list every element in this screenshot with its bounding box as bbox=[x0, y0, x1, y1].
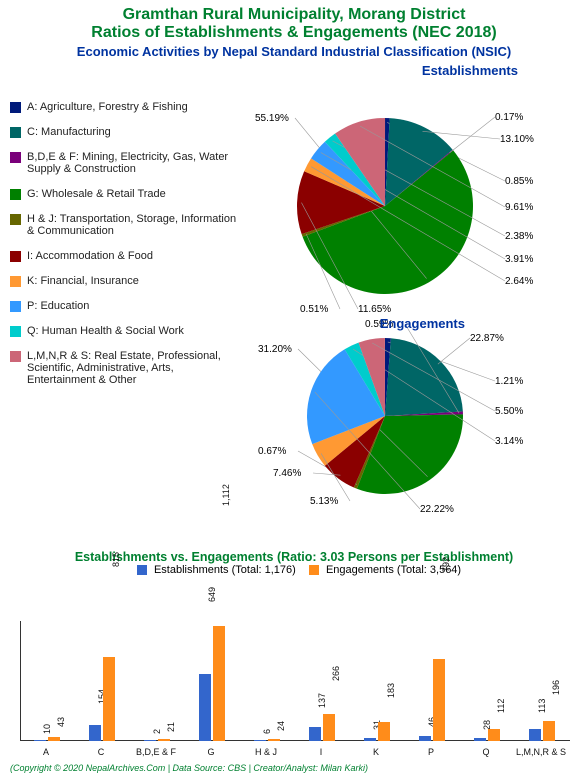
bar-val-est: 2 bbox=[152, 729, 162, 734]
pie-chart bbox=[0, 6, 588, 526]
bar-eng: 792 bbox=[433, 659, 445, 741]
bar-est: 6 bbox=[254, 740, 266, 741]
bar-cat-label: L,M,N,R & S bbox=[511, 747, 571, 757]
bar-val-eng: 21 bbox=[166, 722, 176, 732]
copyright: (Copyright © 2020 NepalArchives.Com | Da… bbox=[10, 763, 368, 773]
bar-eng: 112 bbox=[488, 729, 500, 741]
bar-title: Establishments vs. Engagements (Ratio: 3… bbox=[0, 550, 588, 564]
bar-est: 10 bbox=[34, 740, 46, 741]
bar-eng: 266 bbox=[323, 714, 335, 742]
pie2-title: Engagements bbox=[0, 316, 535, 331]
bar-val-eng: 183 bbox=[386, 683, 396, 698]
bar-val-eng: 266 bbox=[331, 666, 341, 681]
bar-eng: 24 bbox=[268, 739, 280, 741]
bar-cat-label: B,D,E & F bbox=[126, 747, 186, 757]
bar-est: 46 bbox=[419, 736, 431, 741]
bar-est: 2 bbox=[144, 740, 156, 741]
bar-eng: 43 bbox=[48, 737, 60, 741]
bar-val-eng: 815 bbox=[111, 552, 121, 567]
bar-val-eng: 43 bbox=[56, 717, 66, 727]
bar-cat-label: Q bbox=[456, 747, 516, 757]
pie-leader bbox=[438, 338, 470, 364]
bar-est: 649 bbox=[199, 674, 211, 741]
bar-cat-label: I bbox=[291, 747, 351, 757]
bar-cat-label: K bbox=[346, 747, 406, 757]
bar-group: 154815C bbox=[85, 626, 125, 741]
bar-eng: 183 bbox=[378, 722, 390, 741]
bar-group: 221B,D,E & F bbox=[140, 626, 180, 741]
bar-val-eng: 196 bbox=[551, 680, 561, 695]
bar-eng: 815 bbox=[103, 657, 115, 741]
bar-group: 624H & J bbox=[250, 626, 290, 741]
bar-est: 154 bbox=[89, 725, 101, 741]
bar-group: 6491,112G bbox=[195, 626, 235, 741]
bar-cat-label: H & J bbox=[236, 747, 296, 757]
bar-cat-label: A bbox=[16, 747, 76, 757]
bar-group: 46792P bbox=[415, 626, 455, 741]
bar-est: 28 bbox=[474, 738, 486, 741]
bar-swatch-eng bbox=[309, 565, 319, 575]
bar-val-est: 6 bbox=[262, 729, 272, 734]
bar-val-eng: 112 bbox=[496, 698, 506, 712]
bar-cat-label: G bbox=[181, 747, 241, 757]
bar-val-est: 137 bbox=[317, 693, 327, 708]
y-axis bbox=[20, 621, 21, 741]
bar-group: 137266I bbox=[305, 626, 345, 741]
bar-eng: 1,112 bbox=[213, 626, 225, 741]
bar-group: 28112Q bbox=[470, 626, 510, 741]
bar-est: 31 bbox=[364, 738, 376, 741]
bar-swatch-est bbox=[137, 565, 147, 575]
bar-cat-label: P bbox=[401, 747, 461, 757]
bar-cat-label: C bbox=[71, 747, 131, 757]
bar-chart: 1043A154815C221B,D,E & F6491,112G624H & … bbox=[20, 604, 570, 759]
bar-legend-est: Establishments (Total: 1,176) bbox=[154, 564, 296, 576]
bar-est: 113 bbox=[529, 729, 541, 741]
bar-eng: 196 bbox=[543, 721, 555, 741]
bar-val-est: 649 bbox=[207, 587, 217, 602]
bar-legend: Establishments (Total: 1,176) Engagement… bbox=[0, 564, 588, 576]
bar-val-est: 10 bbox=[42, 724, 52, 734]
bar-val-est: 113 bbox=[537, 698, 547, 712]
bar-val-eng: 792 bbox=[441, 557, 451, 572]
bar-group: 31183K bbox=[360, 626, 400, 741]
bar-group: 113196L,M,N,R & S bbox=[525, 626, 565, 741]
bar-est: 137 bbox=[309, 727, 321, 741]
bar-val-eng: 24 bbox=[276, 721, 286, 731]
bar-val-eng: 1,112 bbox=[221, 484, 231, 506]
bar-group: 1043A bbox=[30, 626, 70, 741]
bar-eng: 21 bbox=[158, 739, 170, 741]
